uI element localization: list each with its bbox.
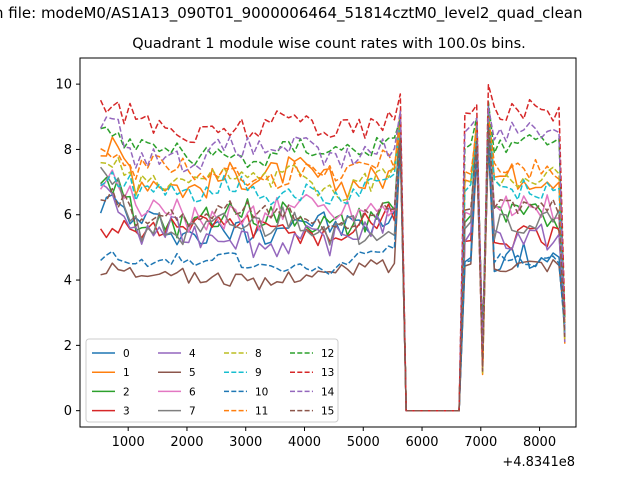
series-line-15 xyxy=(100,124,566,412)
legend-label-12: 12 xyxy=(321,348,334,360)
legend-label-15: 15 xyxy=(321,406,334,418)
legend-label-11: 11 xyxy=(255,406,268,418)
legend-label-3: 3 xyxy=(123,406,130,418)
legend-label-9: 9 xyxy=(255,367,262,379)
series-line-13 xyxy=(99,84,566,412)
legend-label-13: 13 xyxy=(321,367,334,379)
x-tick-label: 5000 xyxy=(347,435,380,450)
legend-label-7: 7 xyxy=(189,406,196,418)
plot-frame xyxy=(79,57,577,428)
legend-label-2: 2 xyxy=(123,386,130,398)
x-tick-label: 2000 xyxy=(170,435,203,450)
legend-label-5: 5 xyxy=(189,367,196,379)
y-tick-label: 10 xyxy=(55,78,72,93)
x-tick-label: 3000 xyxy=(229,435,262,450)
figure-suptitle: n file: modeM0/AS1A13_090T01_9000006464_… xyxy=(0,4,583,22)
y-tick-label: 8 xyxy=(64,143,72,158)
legend-label-10: 10 xyxy=(255,386,268,398)
legend-label-6: 6 xyxy=(189,386,196,398)
x-offset-label: +4.8341e8 xyxy=(502,455,575,470)
legend-label-14: 14 xyxy=(321,386,335,398)
x-tick-label: 7000 xyxy=(464,435,497,450)
y-tick-label: 4 xyxy=(64,274,72,289)
legend-label-8: 8 xyxy=(255,348,262,360)
series-line-14 xyxy=(99,106,566,412)
x-tick-label: 4000 xyxy=(288,435,321,450)
legend-label-1: 1 xyxy=(123,367,130,379)
legend-label-4: 4 xyxy=(189,348,196,360)
x-tick-label: 8000 xyxy=(523,435,556,450)
chart-title: Quadrant 1 module wise count rates with … xyxy=(132,36,526,52)
x-tick-label: 1000 xyxy=(112,435,145,450)
x-tick-label: 6000 xyxy=(405,435,438,450)
y-tick-label: 0 xyxy=(64,404,72,419)
series-layer xyxy=(99,84,566,412)
legend-label-0: 0 xyxy=(123,348,130,360)
legend-box xyxy=(85,338,339,423)
y-tick-label: 6 xyxy=(64,208,72,223)
y-tick-label: 2 xyxy=(64,339,72,354)
